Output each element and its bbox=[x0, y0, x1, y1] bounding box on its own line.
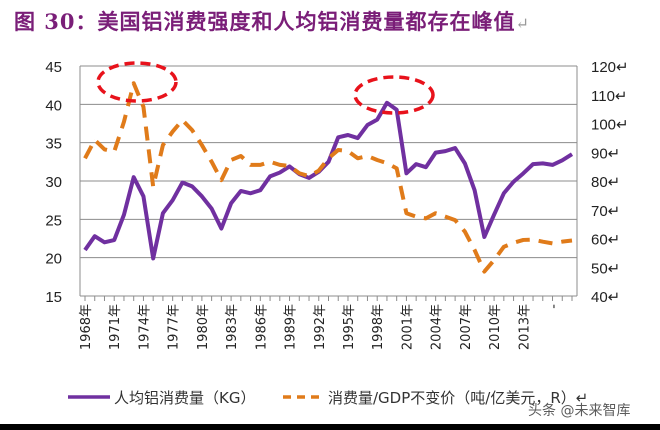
right-tick-label: 120↵ bbox=[591, 59, 629, 76]
legend-label-per-capita: 人均铝消费量（KG） bbox=[114, 389, 255, 407]
right-tick-label: 110↵ bbox=[591, 88, 627, 105]
footer-bar bbox=[0, 424, 660, 430]
left-tick-label: 25 bbox=[45, 212, 62, 229]
x-tick-label: - bbox=[547, 304, 562, 309]
left-tick-label: 20 bbox=[45, 251, 62, 268]
x-tick-label: 1989年 bbox=[284, 304, 299, 350]
left-tick-label: 45 bbox=[45, 59, 62, 76]
left-tick-label: 40 bbox=[45, 97, 62, 114]
x-tick-label: 2001年 bbox=[400, 304, 415, 350]
right-tick-label: 80↵ bbox=[591, 174, 620, 191]
legend-label-intensity: 消费量/GDP不变价（吨/亿美元，R）↵ bbox=[328, 389, 588, 407]
x-tick-label: 2004年 bbox=[430, 304, 445, 350]
x-tick-label: 2010年 bbox=[488, 304, 503, 350]
right-tick-label: 60↵ bbox=[591, 232, 620, 249]
right-tick-label: 50↵ bbox=[591, 260, 620, 277]
x-tick-label: 1974年 bbox=[137, 304, 152, 350]
x-tick-label: 1983年 bbox=[225, 304, 240, 350]
x-tick-label: 1998年 bbox=[371, 304, 386, 350]
annotation-ellipse bbox=[353, 75, 435, 115]
right-tick-label: 100↵ bbox=[591, 117, 629, 134]
series-line-intensity bbox=[83, 81, 573, 274]
x-tick-label: 2007年 bbox=[459, 304, 474, 350]
x-tick-label: 1971年 bbox=[108, 304, 123, 350]
right-tick-label: 90↵ bbox=[591, 145, 620, 162]
watermark: 头条 @未来智库 bbox=[528, 403, 631, 419]
x-tick-label: 1986年 bbox=[254, 304, 269, 350]
return-mark: ↵ bbox=[515, 14, 530, 33]
x-tick-label: 1995年 bbox=[342, 304, 357, 350]
x-tick-label: 1980年 bbox=[196, 304, 211, 350]
title-text: 图 30：美国铝消费强度和人均铝消费量都存在峰值 bbox=[14, 9, 516, 34]
figure-title: 图 30：美国铝消费强度和人均铝消费量都存在峰值↵ bbox=[14, 6, 530, 36]
x-tick-label: 1968年 bbox=[79, 304, 94, 350]
x-tick-label: 2013年 bbox=[517, 304, 532, 350]
x-tick-label: 1992年 bbox=[313, 304, 328, 350]
left-tick-label: 15 bbox=[45, 289, 62, 306]
left-tick-label: 30 bbox=[45, 174, 62, 191]
annotation-ellipse bbox=[96, 61, 178, 103]
right-tick-label: 70↵ bbox=[591, 203, 620, 220]
right-tick-label: 40↵ bbox=[591, 289, 620, 306]
x-tick-label: 1977年 bbox=[167, 304, 182, 350]
left-tick-label: 35 bbox=[45, 136, 62, 153]
